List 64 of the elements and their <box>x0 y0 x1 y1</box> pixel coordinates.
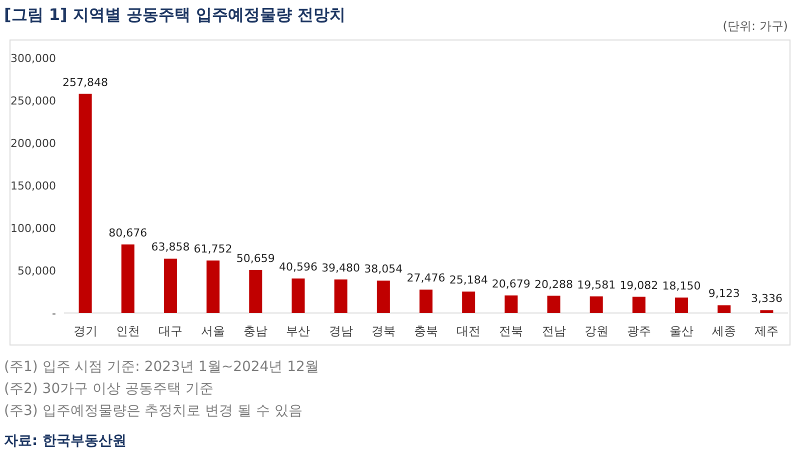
bar <box>462 292 476 313</box>
text: (주1) 입주 시점 기준: 2023년 1월~2024년 12월 <box>4 359 319 375</box>
bar <box>504 295 518 313</box>
data-label: 61,752 <box>194 242 232 256</box>
x-tick-label: 경남 <box>328 324 353 338</box>
bar <box>760 310 774 313</box>
x-tick-label: 충남 <box>244 324 268 338</box>
y-tick-label: 200,000 <box>10 137 56 150</box>
x-tick-label: 경북 <box>371 324 396 338</box>
x-tick-label: 부산 <box>286 324 310 338</box>
x-tick-label: 경기 <box>73 324 98 338</box>
text: 자료: 한국부동산원 <box>4 433 126 449</box>
y-tick-label: 100,000 <box>10 222 56 235</box>
data-label: 19,082 <box>620 278 658 292</box>
x-tick-label: 충북 <box>414 324 438 338</box>
bar <box>292 278 305 313</box>
bar <box>334 279 348 313</box>
y-tick-label: 150,000 <box>10 180 56 192</box>
bar <box>164 258 177 313</box>
data-label: 63,858 <box>151 240 190 254</box>
bar <box>675 298 688 313</box>
data-label: 39,480 <box>322 261 360 274</box>
bar <box>547 296 560 313</box>
data-label: 20,288 <box>534 278 574 291</box>
bar <box>249 270 262 313</box>
data-label: 9,123 <box>708 287 740 300</box>
chart-title: [그림 1] 지역별 공동주택 입주예정물량 전망치 <box>4 5 346 24</box>
bar <box>632 296 646 313</box>
x-tick-label: 대구 <box>158 324 182 338</box>
bar <box>376 280 390 313</box>
bar <box>718 305 731 313</box>
x-tick-label: 광주 <box>626 324 651 338</box>
data-label: 3,336 <box>750 292 782 306</box>
data-label: 38,054 <box>364 262 403 276</box>
data-label: 19,581 <box>577 278 616 292</box>
y-tick-label: 300,000 <box>10 52 56 65</box>
x-tick-label: 전북 <box>499 324 524 338</box>
x-tick-label: 울산 <box>670 324 694 338</box>
y-tick-label: 50,000 <box>18 264 56 278</box>
bar <box>121 244 134 313</box>
bar <box>590 296 603 313</box>
bar <box>206 260 220 313</box>
x-tick-label: 대전 <box>456 324 481 338</box>
y-tick-label: 250,000 <box>10 94 56 108</box>
text: (주3) 입주예정물량은 추정치로 변경 될 수 있음 <box>4 403 303 419</box>
text: (주2) 30가구 이상 공동주택 기준 <box>4 381 214 397</box>
text: (단위: 가구) <box>722 19 788 33</box>
data-label: 18,150 <box>662 280 701 293</box>
y-tick-label: - <box>52 307 56 320</box>
data-label: 25,184 <box>449 274 488 287</box>
x-tick-label: 인천 <box>116 324 140 338</box>
x-tick-label: 세종 <box>712 324 736 338</box>
bar <box>78 94 92 313</box>
x-tick-label: 서울 <box>201 324 226 338</box>
data-label: 27,476 <box>406 272 446 285</box>
data-label: 50,659 <box>236 252 275 265</box>
data-label: 40,596 <box>278 260 318 274</box>
data-label: 257,848 <box>62 76 108 89</box>
data-label: 80,676 <box>108 226 148 240</box>
x-tick-label: 제주 <box>754 324 779 338</box>
x-tick-label: 강원 <box>584 324 608 338</box>
x-tick-label: 전남 <box>542 324 566 338</box>
data-label: 20,679 <box>492 277 530 290</box>
bar <box>420 290 432 313</box>
